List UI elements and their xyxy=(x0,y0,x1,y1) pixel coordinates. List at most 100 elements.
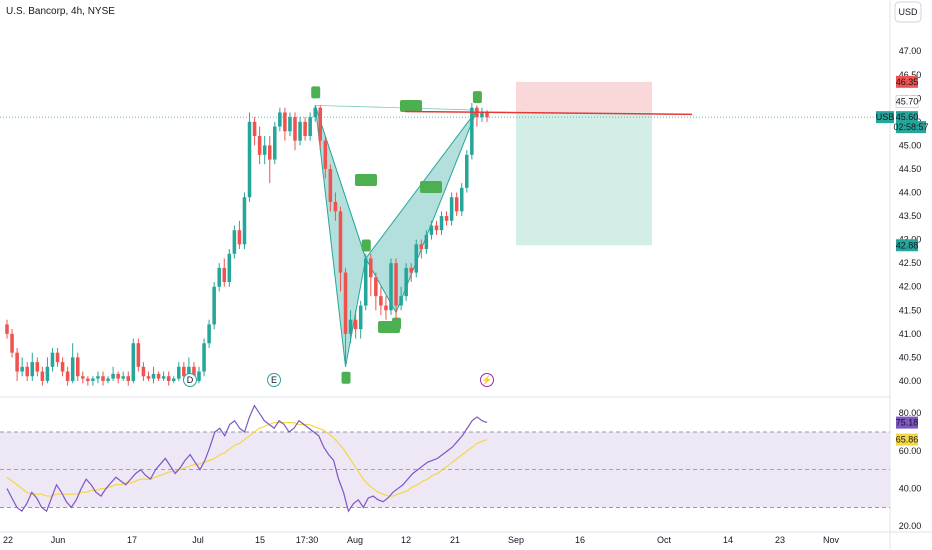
candle xyxy=(252,121,257,136)
position-zones xyxy=(516,81,652,246)
candle xyxy=(126,376,131,381)
stop-price-tag-bg xyxy=(896,75,918,88)
price-tick-label: 46.50 xyxy=(899,70,922,80)
pattern-bcd-triangle xyxy=(365,109,478,314)
currency-label: USD xyxy=(898,7,918,17)
candle xyxy=(267,145,272,160)
candle xyxy=(358,305,363,330)
candle xyxy=(434,225,439,231)
price-axis: 47.0046.5046.0045.5045.0044.5044.0043.50… xyxy=(876,46,929,386)
candle xyxy=(449,197,454,221)
resistance-line[interactable] xyxy=(404,110,693,116)
event-glyph: ⚡ xyxy=(481,374,492,386)
candle xyxy=(288,117,292,132)
candle xyxy=(404,267,408,297)
level-price-tag-bg xyxy=(895,95,919,108)
candles xyxy=(5,103,489,386)
candle xyxy=(5,324,9,334)
pattern-point-marker[interactable] xyxy=(311,86,321,99)
pattern-point-marker[interactable] xyxy=(341,371,351,384)
candle xyxy=(81,376,85,379)
rsi-tick-label: 80.00 xyxy=(899,408,922,418)
candle xyxy=(25,366,29,377)
event-glyph: E xyxy=(271,375,277,385)
candle xyxy=(75,357,80,377)
currency-button[interactable]: USD xyxy=(894,1,922,23)
last-price-tag-label: 45.60 xyxy=(896,112,919,122)
pattern-ratio-marker[interactable] xyxy=(420,181,442,193)
candle xyxy=(424,234,429,250)
earnings-event-icon[interactable]: E xyxy=(267,373,281,387)
pattern-point-marker[interactable] xyxy=(472,91,482,104)
candle xyxy=(409,267,413,273)
candle xyxy=(171,378,176,381)
price-tick-label: 41.00 xyxy=(899,329,922,339)
time-tick-label: Jul xyxy=(192,535,204,545)
candle xyxy=(318,107,323,141)
price-tick-label: 40.00 xyxy=(899,376,922,386)
split-event-icon[interactable]: ⚡ xyxy=(480,373,494,387)
candle xyxy=(50,352,55,367)
dividend-event-icon[interactable]: D xyxy=(183,373,197,387)
candle xyxy=(222,267,227,283)
candle xyxy=(242,197,247,245)
price-tick-label: 42.50 xyxy=(899,258,922,268)
time-tick-label: Jun xyxy=(51,535,66,545)
candle xyxy=(480,112,484,118)
candle xyxy=(20,366,24,372)
candle xyxy=(348,319,353,334)
candle xyxy=(399,296,403,306)
chart-title: U.S. Bancorp, 4h, NYSE xyxy=(6,6,115,17)
price-tick-label: 40.50 xyxy=(899,352,922,362)
candle xyxy=(156,373,161,379)
target-price-tag-label: 42.88 xyxy=(896,240,919,250)
price-tick-label: 44.00 xyxy=(899,188,922,198)
event-circle xyxy=(480,373,494,387)
candle xyxy=(298,121,302,141)
candle xyxy=(323,140,328,169)
candle xyxy=(55,352,60,363)
harmonic-pattern xyxy=(311,86,482,384)
pattern-point-marker[interactable] xyxy=(361,239,371,252)
rsi-tick-label: 20.00 xyxy=(899,521,922,531)
candle xyxy=(394,263,398,306)
candle xyxy=(141,366,146,377)
pattern-ratio-marker[interactable] xyxy=(355,174,377,186)
candle xyxy=(389,263,393,311)
price-tick-label: 47.00 xyxy=(899,46,922,56)
take-profit-zone xyxy=(516,112,652,246)
price-tick-label: 44.50 xyxy=(899,164,922,174)
candle xyxy=(207,324,211,344)
time-tick-label: 22 xyxy=(3,535,13,545)
candle xyxy=(384,305,388,311)
rsi-value-tag-bg xyxy=(896,416,918,429)
candle xyxy=(237,230,242,245)
time-tick-label: Sep xyxy=(508,535,524,545)
event-markers: D E ⚡ xyxy=(183,373,494,387)
countdown-tag-label: 02:58:57 xyxy=(893,122,928,132)
pattern-ratio-marker[interactable] xyxy=(378,321,400,333)
symbol-tag-bg xyxy=(876,111,894,124)
candle xyxy=(465,154,469,188)
target-price-tag: 42.88 xyxy=(896,239,919,252)
candle xyxy=(439,216,444,231)
candle xyxy=(86,378,90,381)
event-circle xyxy=(183,373,197,387)
candle xyxy=(338,211,343,273)
rsi-ma-tag: 65.86 xyxy=(896,433,918,446)
candle xyxy=(40,371,45,381)
candle xyxy=(227,253,232,283)
pattern-ratio-marker[interactable] xyxy=(400,100,422,112)
pattern-xb-line xyxy=(314,105,367,259)
stop-price-tag-label: 46.35 xyxy=(896,77,919,87)
stop-loss-zone xyxy=(516,81,652,113)
candle xyxy=(257,135,262,155)
rsi-line xyxy=(6,404,488,513)
candle xyxy=(379,296,383,306)
candle xyxy=(303,121,307,136)
candle xyxy=(485,112,489,118)
candle xyxy=(293,117,297,141)
candle xyxy=(182,366,186,377)
candle xyxy=(343,272,348,334)
